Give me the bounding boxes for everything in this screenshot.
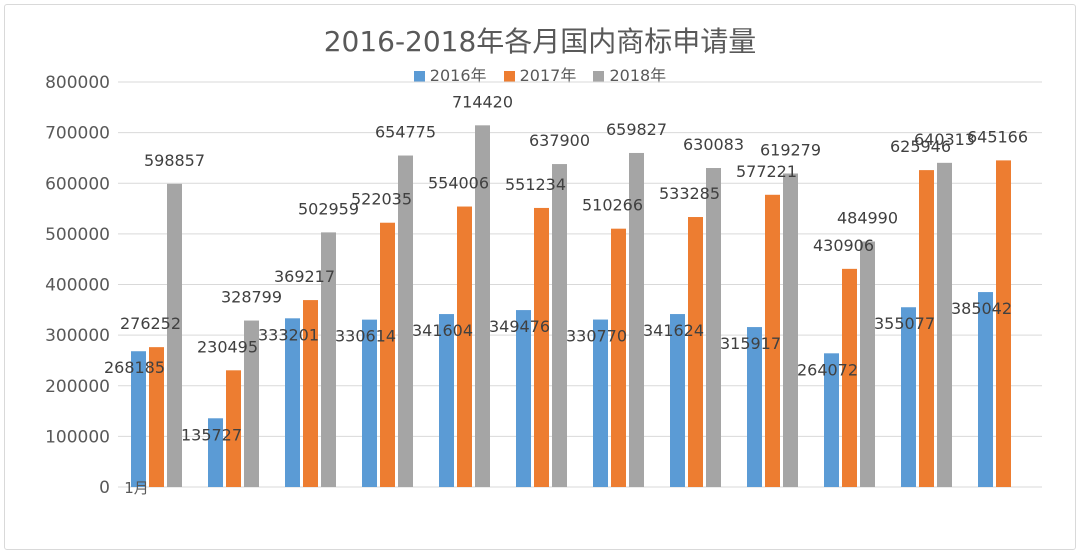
bar-2018 bbox=[706, 168, 721, 487]
data-label-2016: 333201 bbox=[258, 325, 319, 344]
y-tick-label: 600000 bbox=[45, 174, 110, 194]
bar-2017 bbox=[919, 170, 934, 487]
bar-2018 bbox=[167, 183, 182, 487]
data-label-2018: 654775 bbox=[375, 123, 436, 142]
bar-2017 bbox=[457, 206, 472, 487]
y-tick-label: 700000 bbox=[45, 124, 110, 144]
data-label-2018: 328799 bbox=[221, 288, 282, 307]
data-label-2018: 484990 bbox=[837, 208, 898, 227]
legend-item-2018: 2018年 bbox=[593, 62, 666, 86]
data-label-2016: 349476 bbox=[489, 317, 550, 336]
data-label-2018: 659827 bbox=[606, 120, 667, 139]
data-label-2016: 330614 bbox=[335, 327, 396, 346]
bar-2016 bbox=[593, 319, 608, 487]
legend-swatch-2017 bbox=[503, 71, 515, 82]
data-label-2016: 268185 bbox=[104, 358, 165, 377]
data-label-2018: 640313 bbox=[914, 130, 975, 149]
bar-2017 bbox=[226, 370, 241, 487]
bar-2016 bbox=[439, 314, 454, 487]
bar-2016 bbox=[516, 310, 531, 487]
bar-2018 bbox=[783, 173, 798, 488]
y-tick-label: 400000 bbox=[45, 276, 110, 296]
bar-2017 bbox=[688, 217, 703, 487]
data-label-2018: 637900 bbox=[529, 131, 590, 150]
legend-label-2018: 2018年 bbox=[609, 66, 667, 85]
data-label-2016: 341604 bbox=[412, 321, 473, 340]
data-label-2017: 625946 bbox=[890, 137, 951, 156]
bar-2016 bbox=[285, 318, 300, 487]
bar-2016 bbox=[978, 292, 993, 487]
y-tick-label: 0 bbox=[99, 478, 110, 498]
data-label-2018: 630083 bbox=[683, 135, 744, 154]
bar-2018 bbox=[475, 125, 490, 487]
data-label-2016: 315917 bbox=[720, 334, 781, 353]
data-label-2017: 430906 bbox=[813, 236, 874, 255]
data-label-2017: 577221 bbox=[736, 162, 797, 181]
y-tick-label: 800000 bbox=[45, 73, 110, 93]
legend-label-2017: 2017年 bbox=[519, 66, 577, 85]
y-tick-label: 300000 bbox=[45, 326, 110, 346]
data-label-2017: 533285 bbox=[659, 184, 720, 203]
data-label-2016: 385042 bbox=[951, 299, 1012, 318]
y-tick-label: 100000 bbox=[45, 427, 110, 447]
chart-title: 2016-2018年各月国内商标申请量 bbox=[323, 25, 757, 58]
legend-item-2017: 2017年 bbox=[503, 62, 577, 86]
data-label-2017: 276252 bbox=[120, 314, 181, 333]
bar-2018 bbox=[552, 164, 567, 488]
data-label-2018: 714420 bbox=[452, 92, 513, 111]
legend-swatch-2018 bbox=[593, 71, 605, 82]
bar-2018 bbox=[629, 152, 644, 487]
bar-2017 bbox=[842, 268, 857, 487]
bar-2018 bbox=[860, 241, 875, 487]
data-label-2017: 554006 bbox=[428, 174, 489, 193]
y-tick-label: 200000 bbox=[45, 377, 110, 397]
bar-2018 bbox=[321, 232, 336, 487]
bar-2017 bbox=[534, 207, 549, 487]
bar-2017 bbox=[996, 160, 1011, 488]
bar-2017 bbox=[380, 222, 395, 487]
x-category-label: 1月 bbox=[124, 479, 149, 497]
bar-2016 bbox=[901, 307, 916, 487]
bar-2016 bbox=[824, 353, 839, 487]
bar-2016 bbox=[131, 351, 146, 487]
legend-label-2016: 2016年 bbox=[429, 66, 487, 85]
data-label-2018: 619279 bbox=[760, 140, 821, 159]
data-label-2017: 510266 bbox=[582, 196, 643, 215]
bar-2017 bbox=[611, 228, 626, 487]
data-label-2017: 369217 bbox=[274, 267, 335, 286]
data-label-2016: 330770 bbox=[566, 327, 627, 346]
data-label-2017: 551234 bbox=[505, 175, 566, 194]
data-label-2017: 230495 bbox=[197, 337, 258, 356]
bar-2018 bbox=[398, 155, 413, 488]
data-label-2016: 264072 bbox=[797, 360, 858, 379]
bar-2017 bbox=[149, 347, 164, 487]
bar-2017 bbox=[303, 300, 318, 487]
bar-2016 bbox=[208, 418, 223, 487]
data-label-2016: 355077 bbox=[874, 314, 935, 333]
y-tick-label: 500000 bbox=[45, 225, 110, 245]
legend-swatch-2016 bbox=[413, 71, 425, 82]
bar-2018 bbox=[244, 320, 259, 487]
bar-2016 bbox=[362, 319, 377, 487]
bar-2016 bbox=[670, 314, 685, 487]
chart-frame bbox=[4, 4, 1076, 550]
legend-item-2016: 2016年 bbox=[413, 62, 487, 86]
data-label-2018: 502959 bbox=[298, 199, 359, 218]
data-label-2016: 341624 bbox=[643, 321, 704, 340]
chart-legend: 2016年 2017年 2018年 bbox=[0, 62, 1080, 86]
data-label-2016: 135727 bbox=[181, 425, 242, 444]
bar-2017 bbox=[765, 194, 780, 488]
bar-2018 bbox=[937, 162, 952, 487]
bar-2016 bbox=[747, 327, 762, 487]
data-label-2018: 598857 bbox=[144, 151, 205, 170]
data-label-2017: 522035 bbox=[351, 190, 412, 209]
data-label-2017: 645166 bbox=[967, 127, 1028, 146]
